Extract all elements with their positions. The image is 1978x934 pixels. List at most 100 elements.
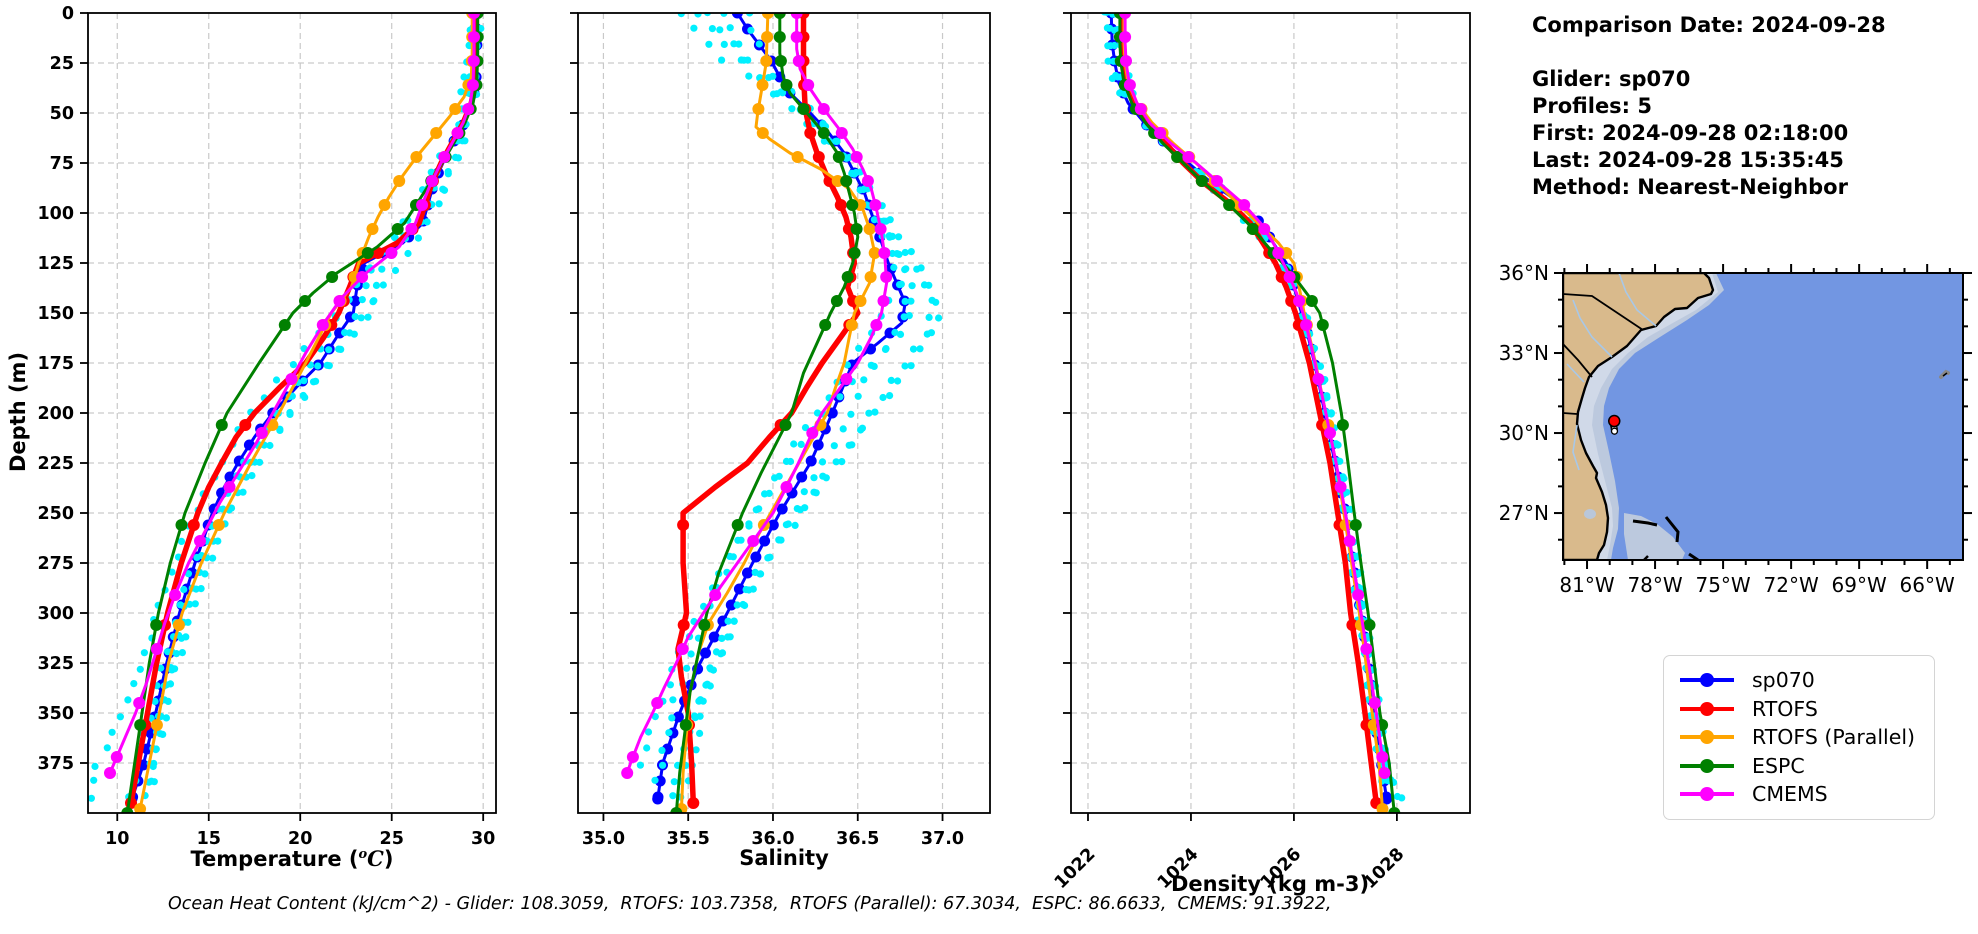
Temperature (°C)-chart: 10 15 20 25 30025507510012515017520022525027… (37, 4, 497, 849)
ytick-label: 125 (37, 254, 74, 274)
ytick-label: 25 (50, 54, 74, 74)
grid (1071, 13, 1470, 813)
river-santee (1572, 299, 1613, 358)
temperature-axis-label: Temperature (oC) (191, 846, 394, 871)
info-spacer (1532, 39, 1886, 66)
map: 36°N 33°N 30°N 27°N 81°W 78°W 75°W 72°W 69°W 66°W (1460, 200, 1978, 620)
legend: sp070 RTOFS RTOFS (Parallel) ESPC CMEMS (1663, 655, 1935, 820)
map-lat-label: 27°N (1499, 501, 1549, 525)
ytick-label: 0 (62, 4, 74, 24)
legend-item-sp070: sp070 (1678, 666, 1918, 695)
map-lat-label: 36°N (1499, 261, 1549, 285)
ytick-label: 150 (37, 304, 74, 324)
axis-ticks: 35.0 35.5 36.0 36.5 37.0 (570, 12, 964, 849)
state-border-ga-fl (1563, 412, 1578, 415)
xtick-label: 36.5 (836, 829, 879, 849)
series-ESPC (670, 13, 863, 813)
ytick-label: 250 (37, 504, 74, 524)
temperature-axis-label-sup: o (358, 847, 368, 862)
ytick-label: 375 (37, 754, 74, 774)
series-sp070 (126, 13, 483, 805)
legend-label: sp070 (1752, 668, 1815, 693)
map-lon-label: 69°W (1832, 573, 1887, 597)
density-axis-label: Density (kg m-3) (1170, 872, 1370, 896)
island-bermuda-core (1942, 372, 1948, 377)
plot-area (1101, 13, 1406, 813)
ytick-label: 225 (37, 454, 74, 474)
grid (578, 13, 990, 813)
map-lon-label: 72°W (1764, 573, 1819, 597)
glider-position-marker (1607, 414, 1621, 428)
info-panel: Comparison Date: 2024-09-28 Glider: sp07… (1532, 12, 1886, 201)
legend-line-marker-icon (1680, 758, 1734, 773)
legend-item-espc: ESPC (1678, 752, 1918, 781)
ytick-label: 175 (37, 354, 74, 374)
map-lat-label: 30°N (1499, 421, 1549, 445)
series-CMEMS (621, 13, 893, 779)
ytick-label: 275 (37, 554, 74, 574)
temperature-axis-label-close: ) (383, 847, 394, 871)
legend-label: CMEMS (1752, 782, 1828, 807)
map-frame (1562, 272, 1964, 561)
temperature-axis-label-unit: C (367, 846, 384, 871)
legend-item-rtofs: RTOFS (1678, 695, 1918, 724)
bahama-bank (1624, 513, 1685, 560)
grid (88, 13, 496, 813)
last-profile-time: Last: 2024-09-28 15:35:45 (1532, 148, 1844, 172)
map-lon-label: 66°W (1900, 573, 1955, 597)
river-savannah (1566, 363, 1585, 383)
glider-trail-point (1610, 427, 1619, 435)
island-abaco (1664, 516, 1680, 543)
plot-area (88, 13, 485, 813)
series-RTOFS (Parallel) (134, 13, 479, 813)
map-lon-label: 81°W (1559, 573, 1614, 597)
legend-line-marker-icon (1680, 787, 1734, 802)
axes-frame (1070, 12, 1471, 814)
xtick-label: 37.0 (921, 829, 964, 849)
state-border-nc-sc (1563, 293, 1644, 331)
axis-ticks: 1022 1024 1026 1028 (1051, 12, 1408, 893)
legend-label: ESPC (1752, 753, 1805, 778)
method: Method: Nearest-Neighbor (1532, 175, 1848, 199)
ytick-label: 200 (37, 404, 74, 424)
Salinity-chart: 35.0 35.5 36.0 36.5 37.0 (570, 12, 991, 849)
first-profile-time: First: 2024-09-28 02:18:00 (1532, 121, 1849, 145)
ytick-label: 350 (37, 704, 74, 724)
state-border-sc-ga (1563, 343, 1593, 378)
legend-line-marker-icon (1680, 730, 1734, 745)
ytick-label: 300 (37, 604, 74, 624)
profiles-count: Profiles: 5 (1532, 94, 1653, 118)
xtick-label: 15 (197, 829, 221, 849)
temperature-axis-label-text: Temperature ( (190, 847, 359, 871)
xtick-label: 10 (105, 829, 129, 849)
salinity-axis-label: Salinity (739, 846, 829, 870)
glider-name: Glider: sp070 (1532, 67, 1691, 91)
xtick-label: 25 (380, 829, 404, 849)
plot-area (621, 13, 943, 813)
depth-axis-label: Depth (m) (6, 351, 30, 473)
legend-line-marker-icon (1680, 673, 1734, 688)
legend-item-rtofs-parallel: RTOFS (Parallel) (1678, 723, 1918, 752)
series-RTOFS (125, 13, 482, 809)
map-ticks: 36°N 33°N 30°N 27°N 81°W 78°W 75°W 72°W 69°W 66°W (1499, 261, 1972, 597)
Density (kg m-3)-chart: 1022 1024 1026 1028 (1051, 12, 1471, 893)
ytick-label: 100 (37, 204, 74, 224)
legend-line-marker-icon (1680, 701, 1734, 716)
island-grand-bahama (1632, 519, 1658, 527)
series-RTOFS (675, 13, 861, 809)
axis-ticks: 10 15 20 25 30025507510012515017520022525027… (37, 4, 495, 849)
legend-label: RTOFS (Parallel) (1752, 725, 1916, 750)
xtick-label: 35.0 (582, 829, 625, 849)
legend-label: RTOFS (1752, 696, 1818, 721)
river-st-johns (1572, 424, 1580, 471)
xtick-label: 35.5 (667, 829, 710, 849)
ohc-caption: Ocean Heat Content (kJ/cm^2) - Glider: 1… (168, 894, 1332, 914)
comparison-date: Comparison Date: 2024-09-28 (1532, 13, 1886, 37)
xtick-label: 30 (471, 829, 495, 849)
legend-item-cmems: CMEMS (1678, 780, 1918, 809)
map-lon-label: 78°W (1627, 573, 1682, 597)
river-cape-fear (1618, 273, 1657, 327)
map-canvas: 36°N 33°N 30°N 27°N 81°W 78°W 75°W 72°W 69°W 66°W (1499, 261, 1972, 597)
ytick-label: 75 (50, 154, 74, 174)
